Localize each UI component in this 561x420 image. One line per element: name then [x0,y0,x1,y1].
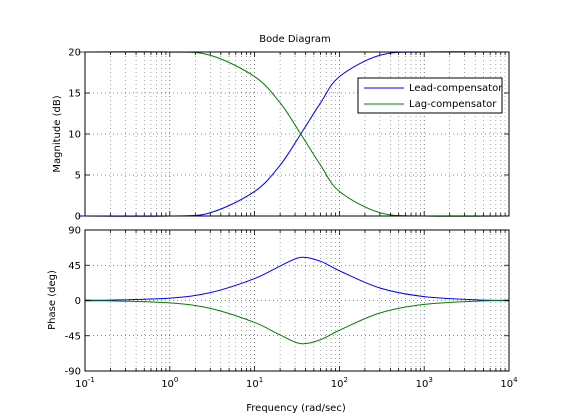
x-tick-label: 100 [161,376,178,390]
y-tick-label: -45 [65,331,81,342]
x-axis-label: Frequency (rad/sec) [246,403,346,414]
lag-series-line [84,300,510,345]
magnitude-grid [85,52,509,216]
magnitude-axes: 0 5 10 15 20 Magnitude (dB) [52,48,510,223]
phase-y-tick-labels: 90 45 0 -45 -90 [65,226,81,378]
phase-grid [85,230,509,371]
y-tick-label: 0 [75,296,81,307]
legend: Lead-compensator Lag-compensator [357,77,503,114]
y-tick-label: 0 [75,212,81,223]
y-tick-label: 5 [75,171,81,182]
phase-axes: 90 45 0 -45 -90 Phase (deg) [47,226,510,378]
x-tick-label: 102 [331,376,348,390]
x-tick-label: 10-1 [75,376,95,390]
y-tick-label: -90 [65,367,81,378]
phase-ticks [84,229,510,372]
y-tick-label: 20 [68,48,81,59]
magnitude-ticks [84,51,510,217]
legend-label-lead: Lead-compensator [409,83,503,94]
magnitude-ylabel: Magnitude (dB) [52,95,63,172]
x-tick-label: 103 [416,376,433,390]
y-tick-label: 90 [68,226,81,237]
y-tick-label: 10 [68,130,81,141]
chart-title: Bode Diagram [259,34,331,45]
x-tick-label: 101 [246,376,263,390]
legend-box [357,77,503,114]
x-tick-label: 104 [500,376,518,390]
legend-label-lag: Lag-compensator [409,99,497,110]
phase-lines [84,256,510,345]
x-tick-labels: 10-1 100 101 102 103 104 [75,376,518,390]
lead-series-line [84,256,510,301]
magnitude-y-tick-labels: 0 5 10 15 20 [68,48,81,223]
phase-ylabel: Phase (deg) [47,270,58,330]
y-tick-label: 15 [68,89,81,100]
y-tick-label: 45 [68,261,81,272]
